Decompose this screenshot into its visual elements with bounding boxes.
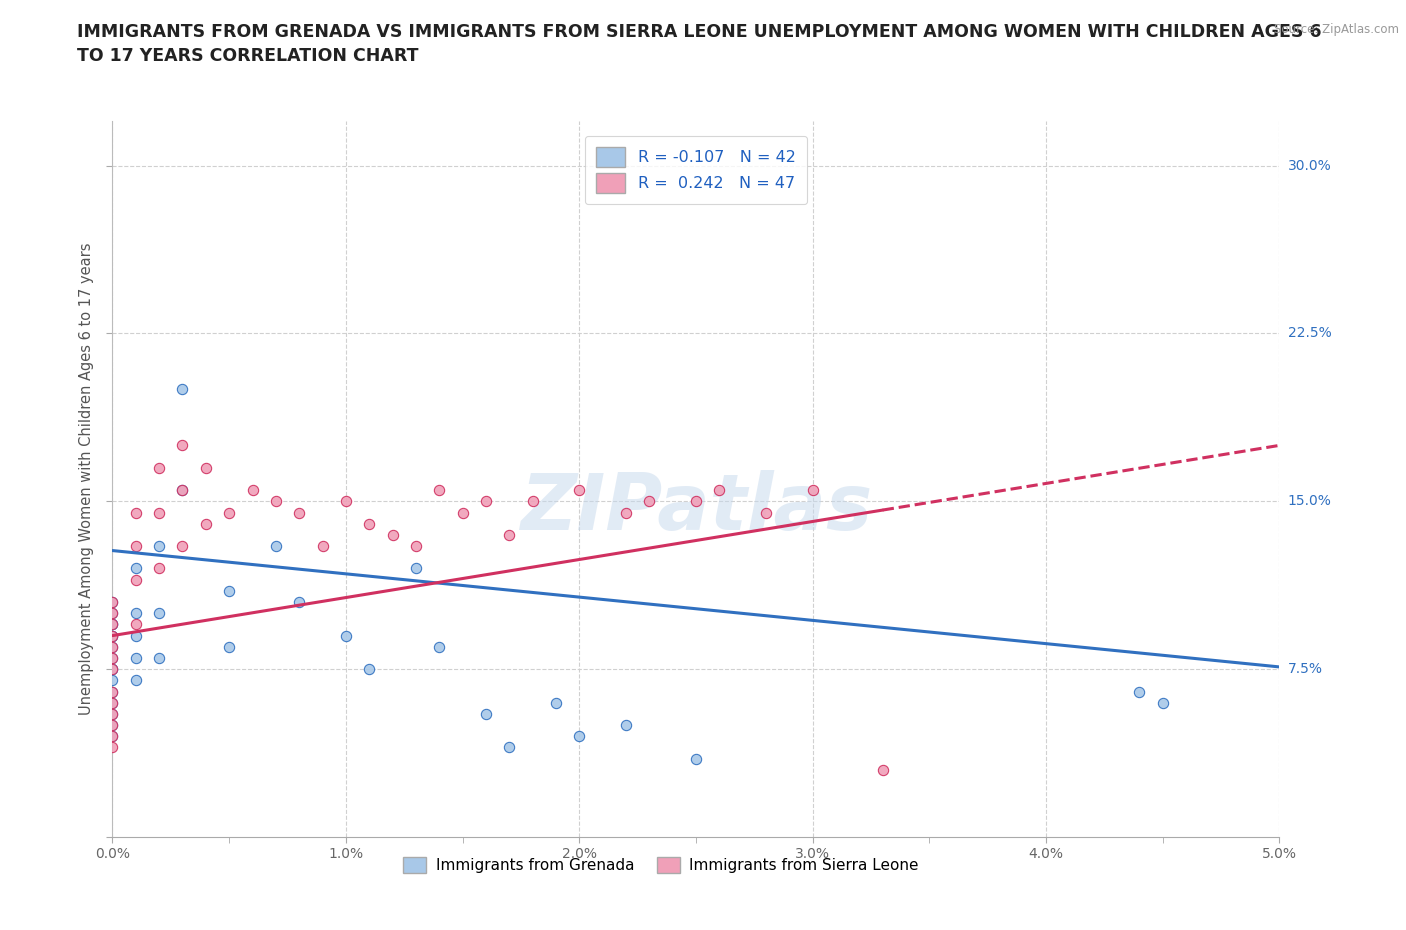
Point	[101, 605, 124, 620]
Point	[101, 696, 124, 711]
Point	[148, 651, 170, 666]
Point	[1152, 696, 1174, 711]
Point	[101, 673, 124, 688]
Point	[685, 494, 707, 509]
Text: 7.5%: 7.5%	[1288, 662, 1323, 676]
Point	[872, 763, 894, 777]
Point	[264, 538, 287, 553]
Point	[427, 483, 450, 498]
Point	[172, 483, 194, 498]
Point	[194, 460, 217, 475]
Point	[498, 740, 520, 755]
Point	[172, 538, 194, 553]
Point	[101, 605, 124, 620]
Point	[101, 651, 124, 666]
Point	[125, 572, 148, 587]
Point	[1128, 684, 1150, 699]
Point	[101, 740, 124, 755]
Point	[685, 751, 707, 766]
Point	[148, 538, 170, 553]
Point	[125, 605, 148, 620]
Point	[218, 639, 240, 654]
Point	[101, 594, 124, 609]
Text: 22.5%: 22.5%	[1288, 326, 1331, 340]
Point	[614, 718, 637, 733]
Point	[755, 505, 778, 520]
Point	[801, 483, 824, 498]
Legend: Immigrants from Grenada, Immigrants from Sierra Leone: Immigrants from Grenada, Immigrants from…	[398, 851, 925, 880]
Text: 15.0%: 15.0%	[1288, 495, 1331, 509]
Point	[568, 729, 591, 744]
Point	[264, 494, 287, 509]
Point	[568, 483, 591, 498]
Point	[614, 505, 637, 520]
Point	[148, 460, 170, 475]
Point	[544, 696, 567, 711]
Point	[101, 729, 124, 744]
Point	[101, 707, 124, 722]
Point	[288, 594, 311, 609]
Point	[172, 483, 194, 498]
Point	[101, 628, 124, 643]
Point	[101, 639, 124, 654]
Point	[101, 662, 124, 677]
Point	[125, 617, 148, 631]
Point	[451, 505, 474, 520]
Point	[148, 505, 170, 520]
Point	[125, 505, 148, 520]
Point	[148, 561, 170, 576]
Point	[638, 494, 661, 509]
Point	[101, 617, 124, 631]
Point	[335, 494, 357, 509]
Point	[522, 494, 544, 509]
Point	[101, 628, 124, 643]
Point	[475, 707, 498, 722]
Point	[101, 718, 124, 733]
Point	[359, 516, 381, 531]
Point	[148, 605, 170, 620]
Text: 30.0%: 30.0%	[1288, 159, 1331, 173]
Point	[101, 617, 124, 631]
Point	[288, 505, 311, 520]
Point	[709, 483, 731, 498]
Point	[101, 651, 124, 666]
Point	[101, 684, 124, 699]
Point	[218, 583, 240, 598]
Point	[172, 438, 194, 453]
Text: ZIPatlas: ZIPatlas	[520, 470, 872, 546]
Point	[475, 494, 498, 509]
Point	[405, 561, 427, 576]
Point	[194, 516, 217, 531]
Point	[125, 538, 148, 553]
Point	[125, 673, 148, 688]
Point	[218, 505, 240, 520]
Point	[125, 628, 148, 643]
Point	[101, 617, 124, 631]
Point	[125, 561, 148, 576]
Point	[172, 382, 194, 397]
Point	[405, 538, 427, 553]
Point	[101, 684, 124, 699]
Y-axis label: Unemployment Among Women with Children Ages 6 to 17 years: Unemployment Among Women with Children A…	[79, 243, 94, 715]
Point	[242, 483, 264, 498]
Point	[101, 662, 124, 677]
Point	[101, 707, 124, 722]
Point	[101, 628, 124, 643]
Point	[498, 527, 520, 542]
Point	[101, 639, 124, 654]
Point	[101, 729, 124, 744]
Point	[335, 628, 357, 643]
Point	[125, 651, 148, 666]
Point	[381, 527, 404, 542]
Text: IMMIGRANTS FROM GRENADA VS IMMIGRANTS FROM SIERRA LEONE UNEMPLOYMENT AMONG WOMEN: IMMIGRANTS FROM GRENADA VS IMMIGRANTS FR…	[77, 23, 1322, 65]
Point	[101, 662, 124, 677]
Point	[311, 538, 333, 553]
Point	[427, 639, 450, 654]
Text: Source: ZipAtlas.com: Source: ZipAtlas.com	[1274, 23, 1399, 36]
Point	[359, 662, 381, 677]
Point	[101, 718, 124, 733]
Point	[101, 594, 124, 609]
Point	[101, 696, 124, 711]
